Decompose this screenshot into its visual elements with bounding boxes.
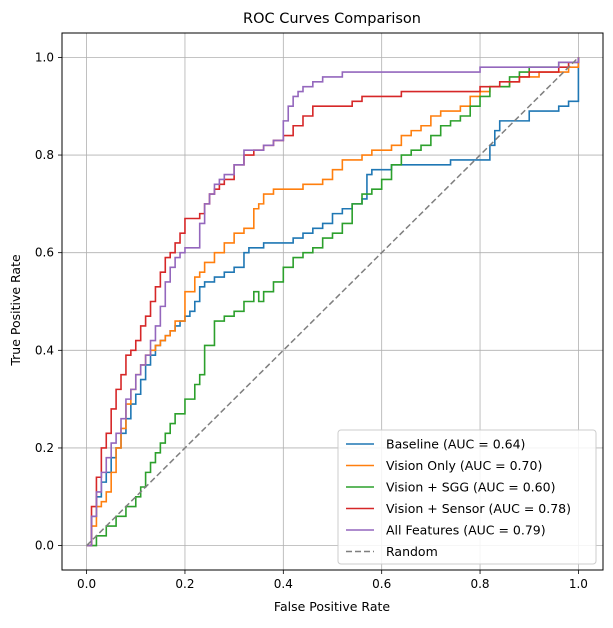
- x-tick-label: 0.2: [175, 577, 194, 591]
- y-tick-label: 0.0: [35, 539, 54, 553]
- axes-frame: [61, 32, 604, 571]
- legend: Baseline (AUC = 0.64) Vision Only (AUC = …: [337, 429, 597, 565]
- legend-label-1: Vision Only (AUC = 0.70): [386, 458, 542, 473]
- y-tick-label: 1.0: [35, 50, 54, 64]
- y-tick-label: 0.8: [35, 148, 54, 162]
- x-tick-label: 0.0: [77, 577, 96, 591]
- x-axis-label: False Positive Rate: [274, 599, 390, 614]
- y-tick-label: 0.2: [35, 441, 54, 455]
- legend-label-2: Vision + SGG (AUC = 0.60): [386, 480, 555, 495]
- x-tick-label: 0.4: [274, 577, 293, 591]
- legend-label-5: Random: [386, 544, 438, 559]
- y-tick-label: 0.4: [35, 343, 54, 357]
- x-tick-label: 0.6: [372, 577, 391, 591]
- series-line-0: [86, 57, 580, 547]
- y-tick-label: 0.6: [35, 246, 54, 260]
- x-tick-label: 1.0: [569, 577, 588, 591]
- y-axis-label: True Positive Rate: [8, 254, 23, 367]
- chart-title: ROC Curves Comparison: [243, 11, 421, 27]
- series-line-4: [86, 57, 580, 547]
- legend-box: [337, 429, 597, 565]
- tick-group: 0.0 0.2 0.4 0.6 0.8 1.0 0.0 0.2 0.4 0.6 0.8 1.0: [35, 50, 588, 591]
- series-line-2: [86, 57, 580, 547]
- legend-label-4: All Features (AUC = 0.79): [386, 523, 546, 538]
- x-tick-label: 0.8: [470, 577, 489, 591]
- legend-label-0: Baseline (AUC = 0.64): [386, 437, 525, 452]
- legend-label-3: Vision + Sensor (AUC = 0.78): [386, 501, 571, 516]
- series-line-5: [86, 56, 579, 547]
- series-group: [86, 56, 580, 547]
